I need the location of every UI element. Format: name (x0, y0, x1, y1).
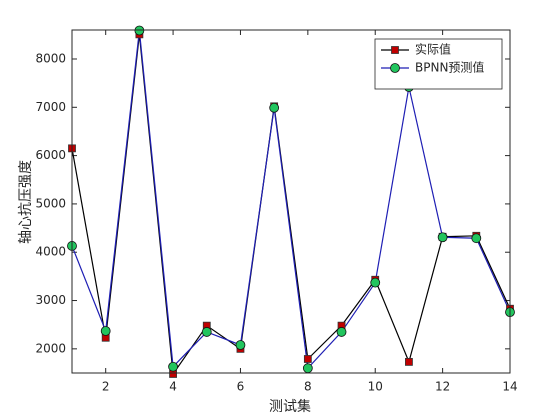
series-line (71, 30, 511, 370)
data-point (471, 233, 482, 244)
y-tick-label: 4000 (35, 245, 66, 259)
data-point (201, 327, 212, 337)
legend-label: 实际值 (415, 42, 451, 57)
y-tick-label: 8000 (35, 51, 66, 65)
y-axis-label: 轴心抗压强度 (18, 160, 34, 244)
data-point (269, 102, 280, 113)
data-point (235, 340, 246, 350)
x-axis-label: 测试集 (269, 398, 311, 415)
x-tick-label: 12 (435, 380, 450, 394)
y-tick-label: 2000 (35, 341, 66, 355)
legend-label: BPNN预测值 (415, 60, 484, 75)
x-tick-label: 4 (169, 380, 177, 394)
data-point (303, 355, 312, 363)
x-tick-label: 14 (502, 380, 517, 394)
y-tick-label: 5000 (35, 196, 66, 210)
y-tick-label: 7000 (35, 100, 66, 114)
data-point (168, 361, 178, 372)
x-tick-label: 8 (304, 380, 312, 394)
data-point (100, 326, 111, 336)
data-point (370, 277, 381, 288)
data-point (437, 232, 448, 243)
legend-marker (391, 46, 399, 54)
y-tick-label: 6000 (35, 148, 66, 162)
data-point (336, 327, 347, 337)
data-point (405, 357, 413, 366)
x-tick-label: 10 (368, 380, 383, 394)
x-tick-label: 6 (237, 380, 245, 394)
data-point (302, 363, 313, 374)
legend-marker (390, 63, 400, 73)
x-tick-label: 2 (102, 380, 110, 394)
plot-frame (71, 29, 511, 374)
y-tick-label: 3000 (35, 293, 66, 307)
